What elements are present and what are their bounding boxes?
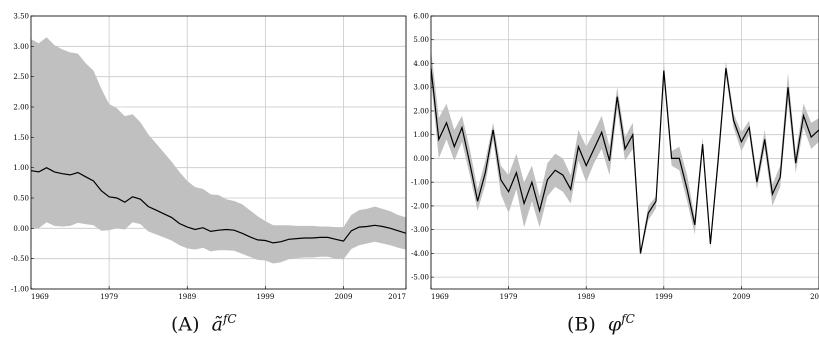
caption-a-symbol: ã [211,313,223,336]
y-tick-label-b-3: -2.00 [411,202,429,210]
y-tick-label-b-9: 4.00 [413,60,429,68]
y-tick-label-a-8: 3.00 [13,43,29,51]
series-line-a [31,167,406,244]
plot-frame-a [30,15,407,290]
y-tick-label-a-5: 1.50 [13,134,29,142]
y-tick-label-b-2: -3.00 [411,226,429,234]
y-tick-label-b-5: 0.00 [413,155,429,163]
x-tick-label-a-4: 2009 [335,293,353,301]
y-tick-label-a-0: -1.00 [11,286,29,294]
x-tick-label-a-1: 1979 [100,293,118,301]
y-tick-label-a-1: -0.50 [11,255,29,263]
y-tick-label-a-3: 0.50 [13,195,29,203]
x-tick-label-b-1: 1979 [500,293,518,301]
confidence-band-a [31,37,406,264]
x-tick-label-b-2: 1989 [577,293,595,301]
y-tick-label-b-6: 1.00 [413,131,429,139]
y-tick-label-a-4: 1.00 [13,164,29,172]
y-tick-label-b-7: 2.00 [413,107,429,115]
y-tick-label-a-7: 2.50 [13,73,29,81]
panel-a-chart: -1.00 -0.50 0.00 0.50 1.00 1.50 2.00 2.50 3.00 3.… [11,13,407,301]
y-tick-label-a-9: 3.50 [13,13,29,21]
x-tick-label-b-3: 1999 [655,293,673,301]
caption-b-symbol: φ [607,313,622,336]
plot-frame-b [430,15,819,290]
x-tick-label-b-0: 1969 [431,293,449,301]
y-tick-label-a-2: 0.00 [13,225,29,233]
y-tick-label-b-8: 3.00 [413,84,429,92]
y-tick-label-b-0: -5.00 [411,274,429,282]
y-tick-label-b-10: 5.00 [413,36,429,44]
panel-b-chart: -5.00 -4.00 -3.00 -2.00 -1.00 0.00 1.00 2.00 3.0… [411,13,819,301]
caption-a-label: (A) [171,313,200,336]
y-tick-label-a-6: 2.00 [13,104,29,112]
confidence-band-b [431,49,819,256]
caption-b: (B) φfC [567,312,635,335]
x-tick-label-a-0: 1969 [31,293,49,301]
caption-b-superscript: fC [621,312,635,326]
caption-a-superscript: fC [222,312,237,326]
caption-a: (A) ãfC [171,312,237,335]
x-tick-label-a-5: 2017 [388,293,406,301]
x-tick-label-b-5: 20 [810,293,819,301]
x-tick-label-a-3: 1999 [256,293,274,301]
y-tick-label-b-11: 6.00 [413,13,429,21]
series-line-b [431,68,819,254]
y-tick-label-b-1: -4.00 [411,250,429,258]
y-tick-label-b-4: -1.00 [411,179,429,187]
x-tick-label-b-4: 2009 [732,293,750,301]
caption-b-label: (B) [567,313,596,336]
x-tick-label-a-2: 1989 [178,293,196,301]
